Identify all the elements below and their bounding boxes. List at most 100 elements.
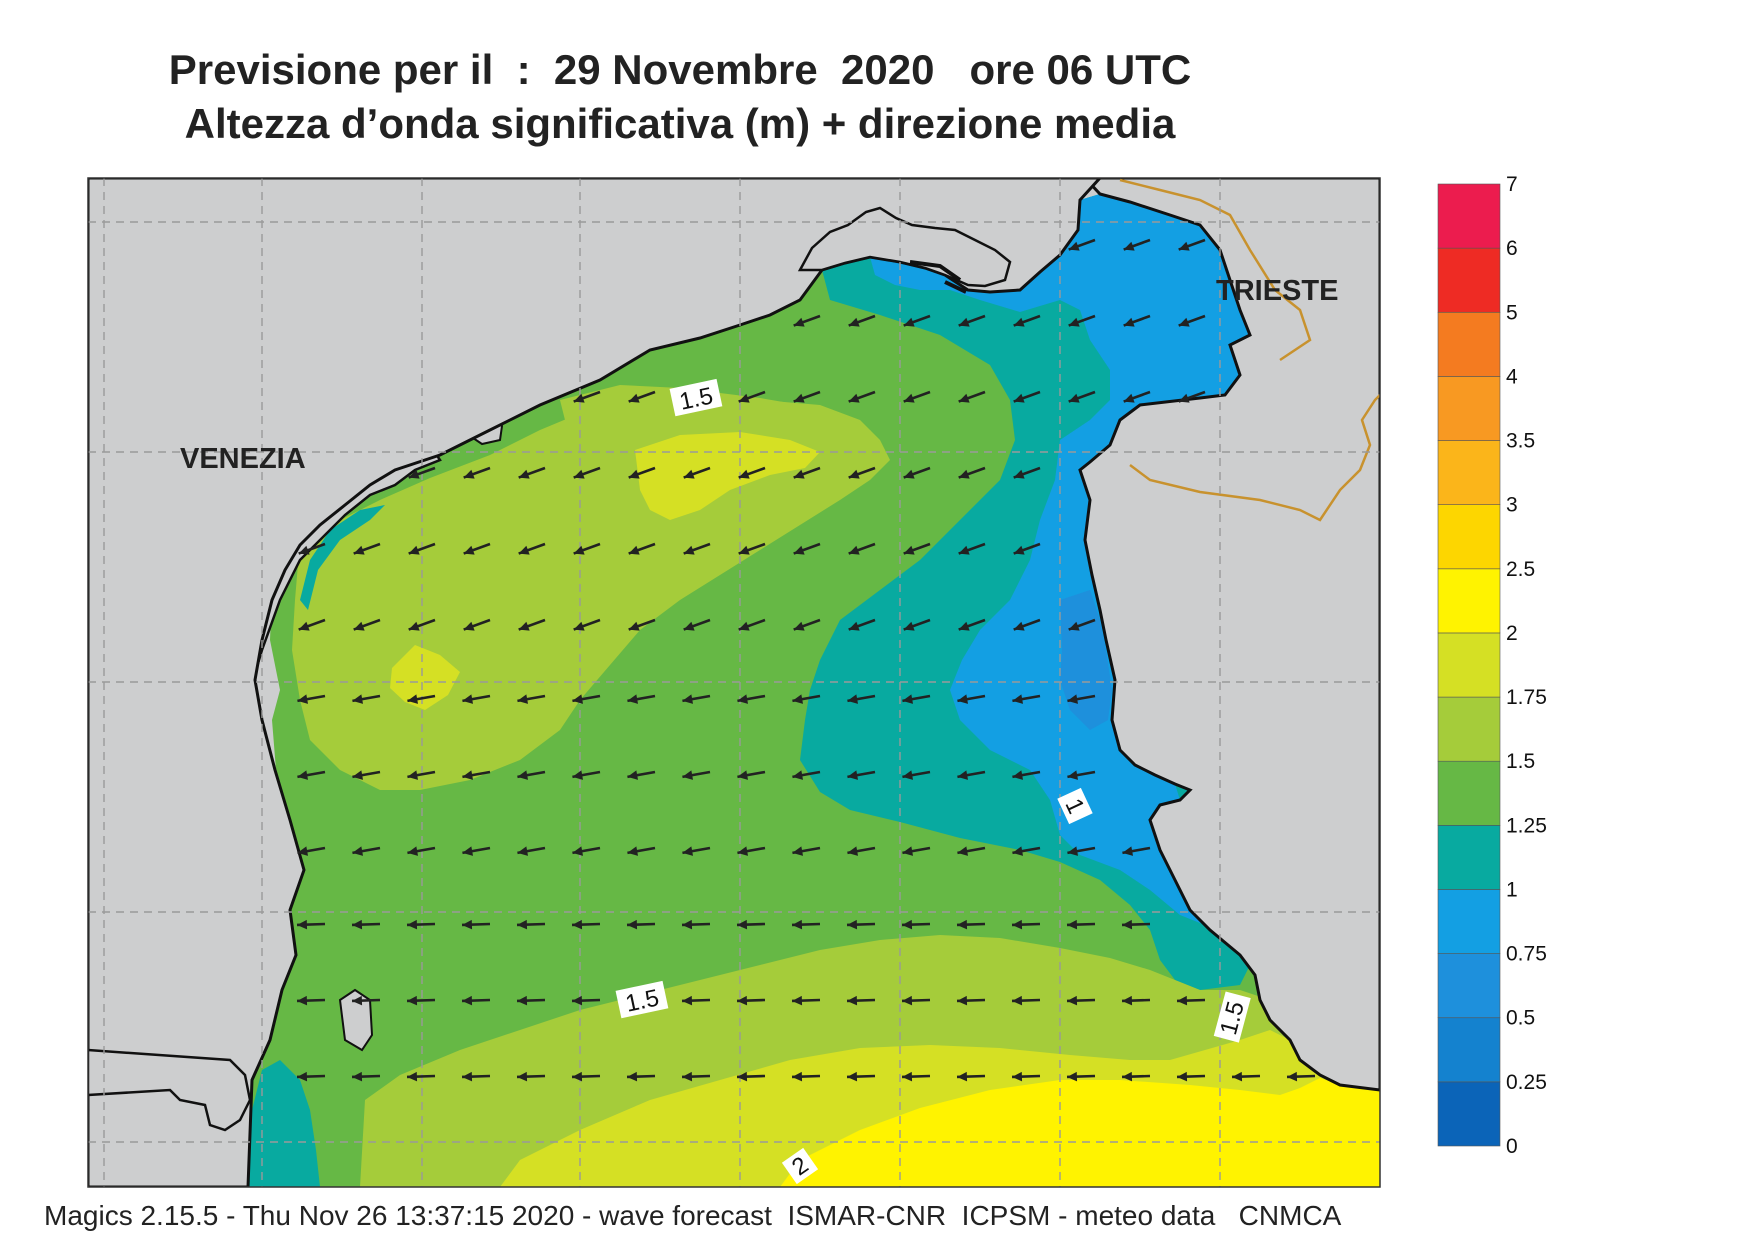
wave-arrow-head (572, 919, 583, 930)
wave-arrow-head (958, 621, 970, 631)
wave-arrow-head (1068, 393, 1080, 403)
wave-arrow-head (1232, 1071, 1243, 1082)
wave-arrow-head (517, 694, 529, 704)
legend-swatch (1437, 440, 1501, 505)
land-marano-islands (797, 206, 1012, 288)
wave-arrow-head (792, 694, 804, 704)
city-label-venezia: VENEZIA (180, 443, 306, 475)
wave-arrow-head (792, 770, 804, 780)
contour-label: 2 (781, 1147, 819, 1185)
legend-swatch (1437, 825, 1501, 890)
wave-arrow-head (793, 393, 805, 403)
wave-arrow-head (628, 469, 640, 479)
wave-arrow-head (958, 317, 970, 327)
wave-arrow-head (573, 469, 585, 479)
wave-arrow-head (1013, 545, 1025, 555)
wave-arrow-head (737, 694, 749, 704)
wave-arrow-head (1012, 919, 1023, 930)
wave-arrow-head (903, 621, 915, 631)
wave-arrow-head (1123, 317, 1135, 327)
wave-arrow-head (958, 469, 970, 479)
wave-arrow-head (847, 770, 859, 780)
legend-swatch (1437, 376, 1501, 441)
wave-arrow-head (572, 995, 583, 1006)
wave-arrow-head (407, 846, 419, 856)
map-frame (87, 177, 1381, 1188)
wave-arrow-head (902, 919, 913, 930)
wave-arrow-head (793, 545, 805, 555)
wave-arrow-head (352, 770, 364, 780)
legend-swatch (1437, 568, 1501, 634)
wave-arrow-head (298, 621, 310, 631)
wave-arrow-head (902, 1071, 913, 1082)
wave-arrow-head (1122, 995, 1133, 1006)
wave-zone-coast-teal-2 (300, 505, 385, 610)
wave-arrow-head (572, 694, 584, 704)
legend-label: 2.5 (1506, 558, 1535, 581)
wave-arrow-head (1067, 995, 1078, 1006)
wave-arrow-head (1068, 317, 1080, 327)
wave-arrow-head (408, 545, 420, 555)
wave-arrow-head (353, 545, 365, 555)
wave-arrow-head (737, 770, 749, 780)
wave-arrow-head (407, 1071, 418, 1082)
contour-label: 1.5 (669, 378, 723, 417)
wave-arrow-head (1287, 1071, 1298, 1082)
wave-arrow-head (1123, 393, 1135, 403)
wave-arrow-head (957, 919, 968, 930)
wave-arrow-head (847, 846, 859, 856)
legend-swatch (1437, 247, 1501, 313)
map-title: Previsione per il : 29 Novembre 2020 ore… (168, 46, 1192, 93)
legend-label: 1 (1506, 878, 1518, 901)
wave-arrow-head (462, 694, 474, 704)
wave-arrow-head (957, 770, 969, 780)
wave-arrow-head (1177, 1071, 1188, 1082)
wave-arrow-head (463, 621, 475, 631)
legend-label: 0.25 (1506, 1071, 1547, 1094)
wave-arrow-head (572, 846, 584, 856)
wave-arrow-head (1013, 393, 1025, 403)
wave-arrow-head (1067, 919, 1078, 930)
wave-arrow-head (297, 919, 308, 930)
wave-arrow-head (957, 1071, 968, 1082)
wave-arrow-head (792, 1071, 803, 1082)
wave-arrow-head (518, 469, 530, 479)
wave-arrow-head (628, 393, 640, 403)
land-grado-islands (909, 260, 967, 294)
wave-arrow-head (738, 621, 750, 631)
wave-arrow-head (1013, 469, 1025, 479)
legend-label: 3.5 (1506, 430, 1535, 453)
legend-label: 2 (1506, 622, 1518, 645)
wave-arrow-head (407, 770, 419, 780)
wave-arrow-head (518, 545, 530, 555)
contour-label: 1.5 (615, 980, 669, 1019)
wave-arrow-head (462, 995, 473, 1006)
wave-arrow-head (848, 621, 860, 631)
wave-arrow-head (352, 995, 363, 1006)
wave-arrow-head (1178, 241, 1190, 251)
wave-arrow-head (847, 694, 859, 704)
legend-label: 0.5 (1506, 1007, 1535, 1030)
wave-arrow-head (517, 1071, 528, 1082)
wave-arrow-head (628, 545, 640, 555)
wave-arrow-head (848, 317, 860, 327)
country-border (1119, 178, 1380, 522)
wave-arrow-head (517, 919, 528, 930)
wave-arrow-head (408, 621, 420, 631)
wave-arrow-head (848, 469, 860, 479)
legend-label: 1.5 (1506, 750, 1535, 773)
wave-arrow-head (682, 846, 694, 856)
wave-arrow-head (1012, 1071, 1023, 1082)
wave-arrow-head (463, 545, 475, 555)
wave-arrow-head (902, 995, 913, 1006)
wave-arrow-head (957, 694, 969, 704)
legend-label: 5 (1506, 301, 1518, 324)
wave-zone-coast-teal (248, 1060, 320, 1187)
wave-arrow-head (627, 770, 639, 780)
legend-label: 1.75 (1506, 686, 1547, 709)
wave-arrow-head (573, 545, 585, 555)
legend-label: 0.75 (1506, 943, 1547, 966)
legend-swatch (1437, 760, 1501, 826)
wave-arrow-head (1067, 770, 1079, 780)
